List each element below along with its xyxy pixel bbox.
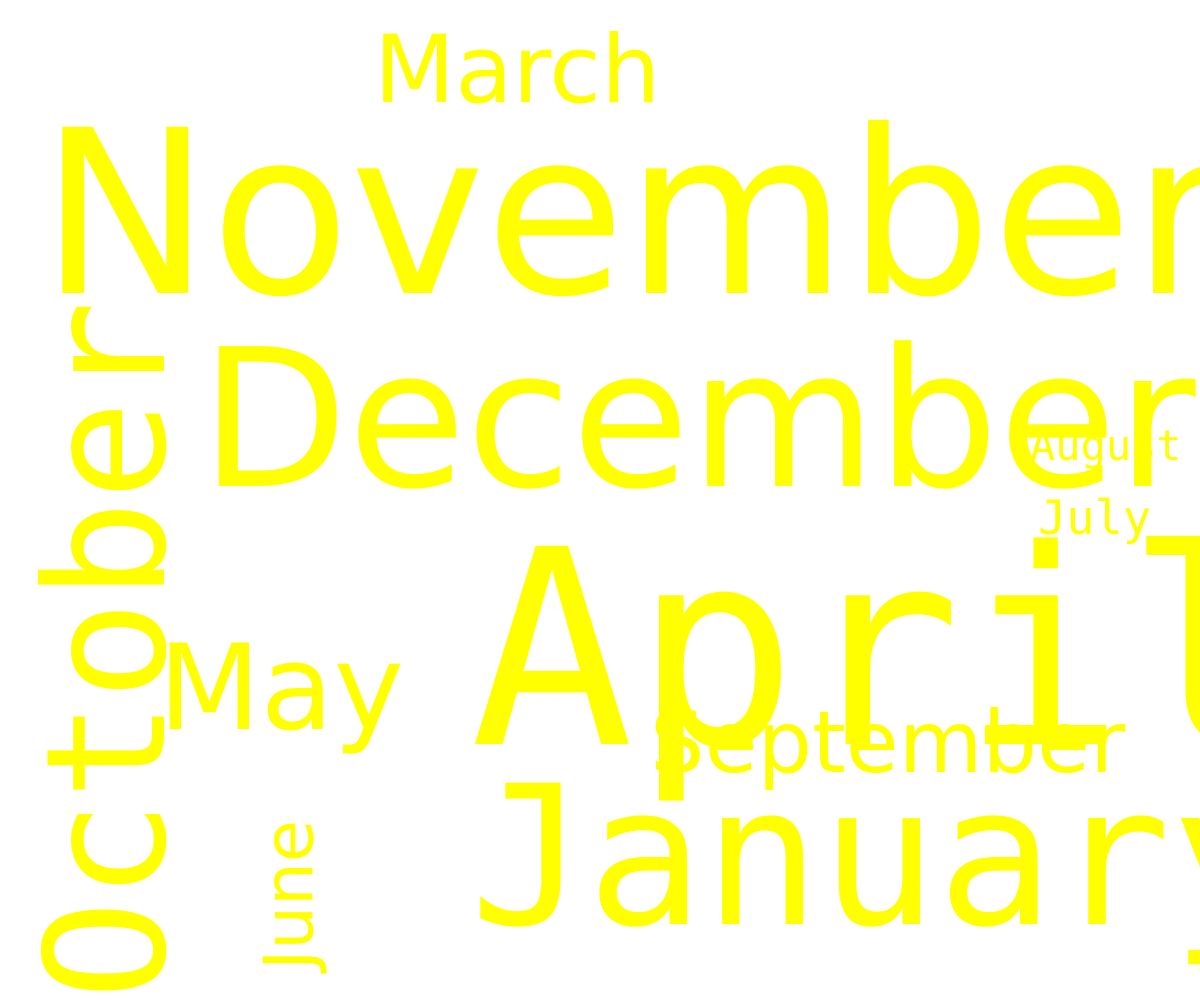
word-january: January [470, 744, 1200, 970]
word-september: September [650, 693, 1126, 793]
word-may: May [158, 620, 405, 758]
word-april: April [470, 493, 1200, 809]
word-august: August [1030, 421, 1182, 470]
word-march: March [374, 16, 661, 125]
word-july: July [1038, 491, 1152, 546]
word-october: October [11, 300, 204, 1000]
word-november: November [40, 81, 1200, 347]
word-december: December [200, 309, 1196, 532]
word-june: June [249, 819, 330, 970]
